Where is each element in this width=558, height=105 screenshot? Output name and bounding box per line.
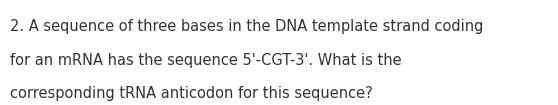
Text: 2. A sequence of three bases in the DNA template strand coding: 2. A sequence of three bases in the DNA … xyxy=(10,19,483,34)
Text: for an mRNA has the sequence 5'-CGT-3'. What is the: for an mRNA has the sequence 5'-CGT-3'. … xyxy=(10,52,402,68)
Text: corresponding tRNA anticodon for this sequence?: corresponding tRNA anticodon for this se… xyxy=(10,86,373,101)
